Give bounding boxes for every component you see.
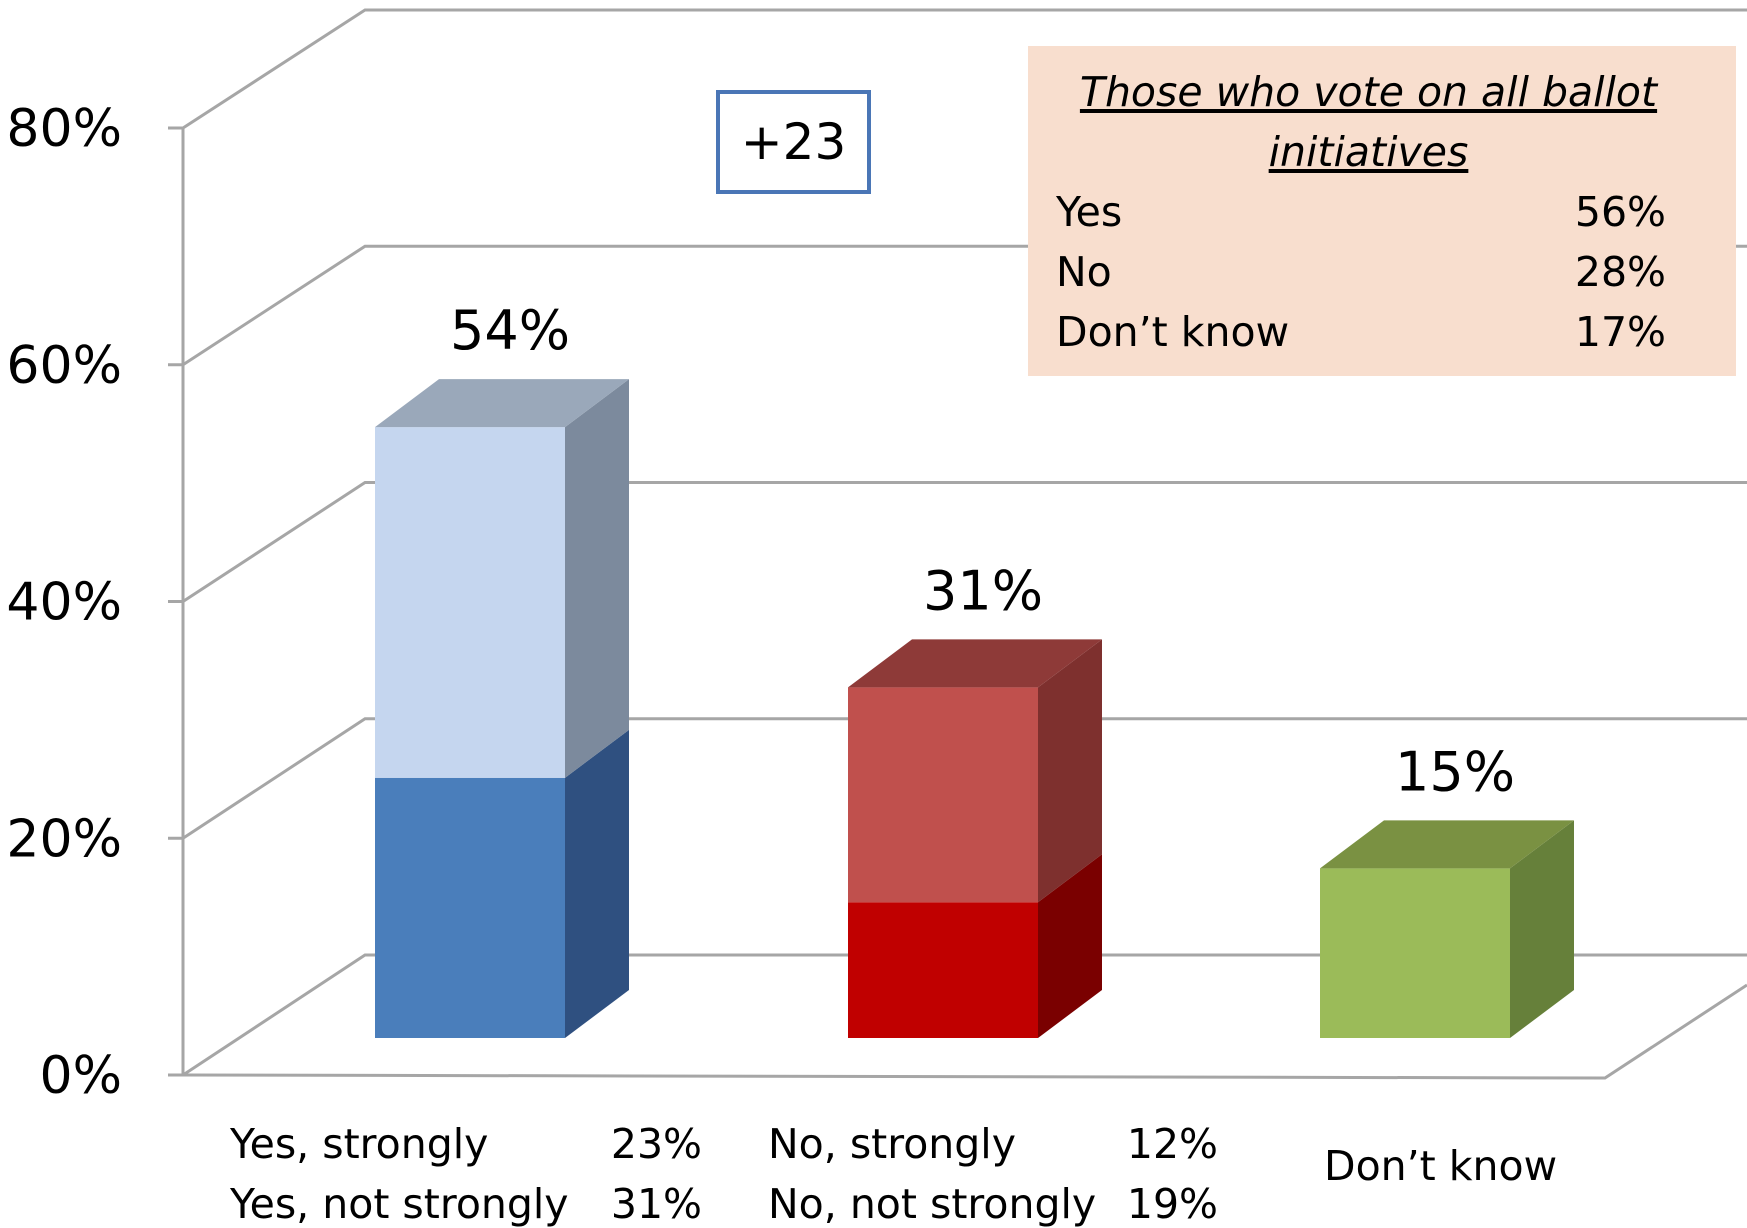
bar-segment-side — [1038, 854, 1102, 1038]
inset-row-value: 56% — [1574, 188, 1666, 236]
bar-segment — [1320, 868, 1510, 1038]
inset-row-value: 28% — [1574, 248, 1666, 296]
y-tick-label: 80% — [6, 99, 122, 159]
y-axis-ticks: 0% 20% 40% 60% 80% — [6, 99, 122, 1106]
inset-row-label: Yes — [1056, 188, 1123, 236]
inset-table-title: Those who vote on all ballot initiatives — [1079, 68, 1658, 176]
inset-table: Those who vote on all ballot initiatives… — [1028, 46, 1736, 376]
bar-segment — [848, 687, 1038, 903]
y-tick-label: 40% — [6, 573, 122, 633]
y-tick-label: 0% — [40, 1046, 123, 1106]
bar-segment — [375, 427, 565, 778]
gridline — [182, 717, 1747, 840]
y-tick-label: 60% — [6, 336, 122, 396]
category-segment-label: No, not strongly — [768, 1180, 1096, 1228]
category-segment-value: 23% — [611, 1120, 702, 1168]
bar-segment-side — [1510, 820, 1574, 1038]
category-segment-label: Yes, not strongly — [229, 1180, 569, 1228]
category-segment-value: 12% — [1127, 1120, 1218, 1168]
inset-row: Don’t know 17% — [1056, 302, 1666, 362]
gridline — [182, 8, 1747, 130]
floor-edge — [182, 983, 1747, 1080]
category-segment-value: 31% — [611, 1180, 702, 1228]
inset-row: Yes 56% — [1056, 182, 1666, 242]
bar-segment-side — [1038, 639, 1102, 903]
bar-top — [1320, 820, 1574, 869]
category-segment-label: Yes, strongly — [229, 1120, 488, 1168]
bar-top — [375, 379, 629, 428]
bar-segment — [848, 902, 1038, 1038]
margin-label: +23 — [740, 113, 847, 171]
bar-total-label: 31% — [923, 559, 1043, 622]
category-label: Don’t know — [1324, 1142, 1557, 1190]
bar-labels: 54% 31% 15% Yes, strongly 23% Yes, not strong… — [229, 299, 1557, 1228]
margin-label-box: +23 — [716, 90, 871, 194]
inset-row-label: No — [1056, 248, 1112, 296]
inset-row: No 28% — [1056, 242, 1666, 302]
chart-gridlines — [168, 8, 1747, 1080]
category-segment-label: No, strongly — [768, 1120, 1016, 1168]
gridline — [182, 953, 1747, 1077]
bar-total-label: 54% — [450, 299, 570, 362]
y-tick-label: 20% — [6, 809, 122, 869]
bar-segment-side — [565, 729, 629, 1038]
category-segment-value: 19% — [1127, 1180, 1218, 1228]
bar-total-label: 15% — [1395, 740, 1515, 803]
bar-segment-side — [565, 379, 629, 778]
inset-row-label: Don’t know — [1056, 308, 1290, 356]
inset-row-value: 17% — [1574, 308, 1666, 356]
bar-segment — [375, 777, 565, 1038]
bars — [375, 379, 1574, 1038]
bar-top — [848, 639, 1102, 688]
gridline — [182, 481, 1747, 603]
